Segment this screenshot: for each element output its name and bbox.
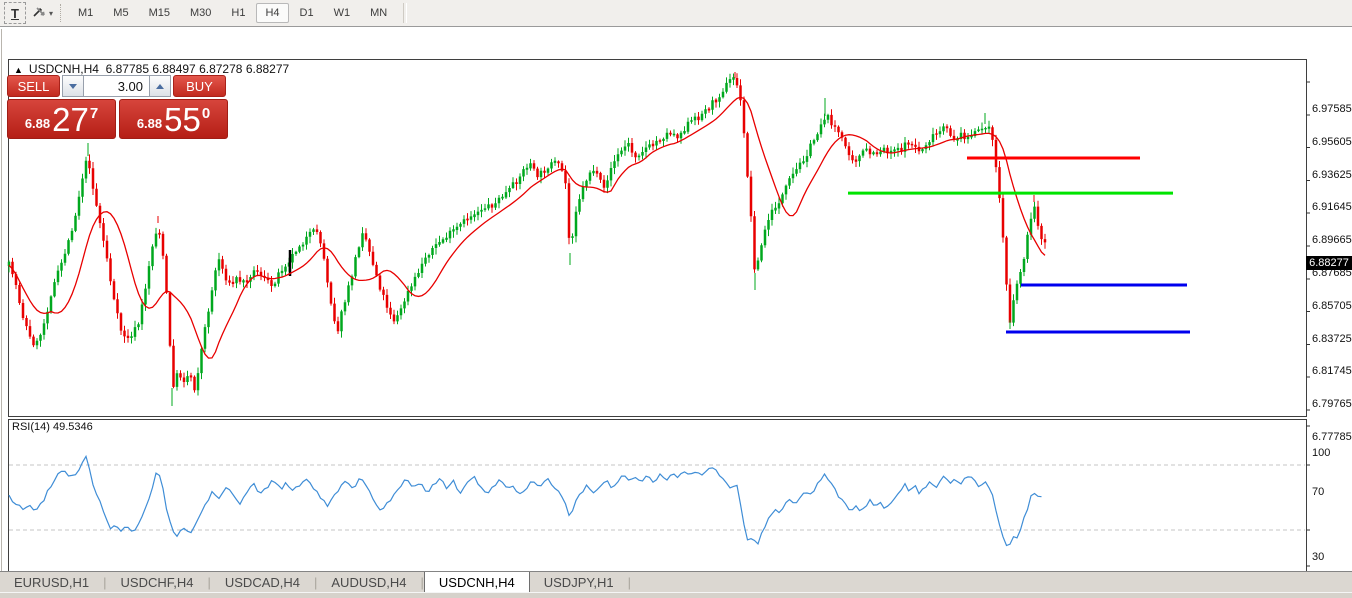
price-axis-label: 6.91645 bbox=[1312, 201, 1352, 214]
chart-tab-eurusd[interactable]: EURUSD,H1 bbox=[14, 575, 90, 590]
ohlc-close: 6.88277 bbox=[245, 62, 290, 76]
tab-separator: | bbox=[207, 575, 211, 590]
rsi-axis-label: 100 bbox=[1312, 447, 1331, 459]
price-axis-label: 6.85705 bbox=[1312, 299, 1352, 312]
buy-button[interactable]: BUY bbox=[173, 75, 226, 97]
indicator-label: RSI(14) 49.5346 bbox=[12, 421, 93, 433]
chevron-down-icon: ▾ bbox=[49, 8, 54, 18]
price-axis-label: 6.95605 bbox=[1312, 135, 1352, 148]
price-axis-label: 6.77785 bbox=[1312, 431, 1352, 443]
timeframe-button-group: M1 M5 M15 M30 H1 H4 D1 W1 MN bbox=[68, 3, 397, 23]
chart-tab-bar: EURUSD,H1 | USDCHF,H4 | USDCAD,H4 | AUDUSD,H4 |… bbox=[0, 571, 1352, 593]
timeframe-button-m15[interactable]: M15 bbox=[148, 7, 170, 19]
chart-tab-usdcnh[interactable]: USDCNH,H4 bbox=[423, 572, 530, 593]
buy-price-sup: 0 bbox=[201, 105, 211, 122]
ohlc-low: 6.87278 bbox=[199, 62, 243, 76]
sell-price-sup: 7 bbox=[89, 105, 99, 122]
tab-separator: | bbox=[420, 575, 424, 590]
tab-separator: | bbox=[314, 575, 318, 590]
timeframe-button-h4[interactable]: H4 bbox=[256, 3, 289, 23]
price-axis-label: 6.81745 bbox=[1312, 365, 1352, 378]
price-axis-label: 6.83725 bbox=[1312, 332, 1352, 345]
timeframe-button-w1[interactable]: W1 bbox=[333, 7, 351, 19]
price-axis-label: 6.89665 bbox=[1312, 234, 1352, 247]
arrows-tool-button[interactable]: ▾ bbox=[30, 2, 54, 24]
sell-price-button[interactable]: 6.88 27 7 bbox=[7, 99, 116, 139]
toolbar-separator bbox=[60, 4, 62, 22]
toolbar-separator bbox=[403, 3, 408, 23]
volume-input[interactable] bbox=[84, 75, 149, 97]
timeframe-button-mn[interactable]: MN bbox=[370, 7, 388, 19]
price-axis-label: 6.79765 bbox=[1312, 398, 1352, 411]
chart-window[interactable]: ▲ USDCNH,H4 6.87785 6.88497 6.87278 6.882… bbox=[0, 27, 1352, 598]
price-axis-label: 6.93625 bbox=[1312, 168, 1352, 181]
volume-increase-button[interactable] bbox=[149, 75, 171, 97]
chart-ohlc-title: ▲ USDCNH,H4 6.87785 6.88497 6.87278 6.882… bbox=[14, 62, 289, 76]
toolbar: T ▾ M1 M5 M15 M30 H1 H4 D1 W1 MN bbox=[0, 0, 1352, 27]
chart-tab-audusd[interactable]: AUDUSD,H4 bbox=[331, 575, 407, 590]
current-price-tag: 6.88277 bbox=[1306, 256, 1352, 271]
sell-button[interactable]: SELL bbox=[7, 75, 60, 97]
ohlc-open: 6.87785 bbox=[105, 62, 149, 76]
buy-price-big: 55 bbox=[164, 101, 201, 138]
one-click-toggle-icon[interactable]: ▲ bbox=[14, 65, 23, 75]
arrow-up-icon bbox=[156, 83, 164, 89]
sell-price-small: 6.88 bbox=[24, 116, 51, 131]
chart-tab-usdjpy[interactable]: USDJPY,H1 bbox=[543, 575, 614, 590]
timeframe-button-m5[interactable]: M5 bbox=[113, 7, 129, 19]
arrow-down-icon bbox=[69, 83, 77, 89]
rsi-axis-label: 30 bbox=[1312, 551, 1325, 563]
timeframe-button-d1[interactable]: D1 bbox=[299, 7, 314, 19]
chart-symbol-label: USDCNH,H4 bbox=[28, 62, 99, 76]
buy-price-small: 6.88 bbox=[136, 116, 163, 131]
rsi-axis-label: 70 bbox=[1312, 486, 1325, 498]
tab-separator: | bbox=[627, 575, 631, 590]
volume-decrease-button[interactable] bbox=[62, 75, 84, 97]
timeframe-button-m30[interactable]: M30 bbox=[189, 7, 212, 19]
buy-price-button[interactable]: 6.88 55 0 bbox=[119, 99, 228, 139]
chart-tab-usdchf[interactable]: USDCHF,H4 bbox=[120, 575, 194, 590]
status-bar bbox=[0, 592, 1352, 598]
arrows-icon bbox=[31, 5, 47, 22]
timeframe-button-m1[interactable]: M1 bbox=[78, 7, 94, 19]
chart-tab-usdcad[interactable]: USDCAD,H4 bbox=[224, 575, 300, 590]
sell-price-big: 27 bbox=[52, 101, 89, 138]
timeframe-button-h1[interactable]: H1 bbox=[231, 7, 246, 19]
text-tool-button[interactable]: T bbox=[4, 2, 26, 24]
one-click-trading-panel: SELL BUY 6.88 27 7 6.88 bbox=[7, 75, 228, 139]
tab-separator: | bbox=[103, 575, 107, 590]
ohlc-high: 6.88497 bbox=[152, 62, 196, 76]
price-axis-label: 6.97585 bbox=[1312, 103, 1352, 115]
